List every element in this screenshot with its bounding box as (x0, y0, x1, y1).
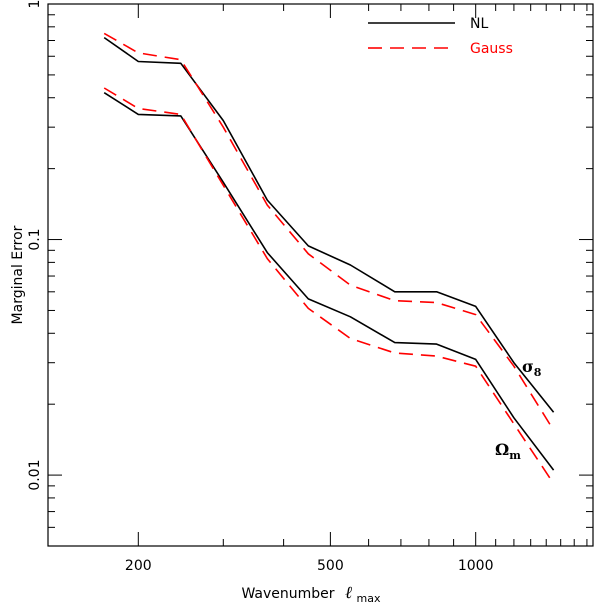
x-tick-label: 500 (317, 558, 344, 574)
x-axis-title-text: Wavenumber (241, 586, 334, 602)
series-line-gauss-1 (103, 32, 555, 431)
y-axis-title: Marginal Error (10, 225, 26, 324)
annotation-omega-m: Ωm (495, 440, 521, 462)
ticks (48, 3, 593, 547)
x-axis-title: Wavenumber ℓ max (241, 583, 381, 605)
x-tick-label: 200 (125, 558, 152, 574)
legend: NL Gauss (368, 16, 513, 57)
annotation-sigma8-sub: 8 (534, 366, 542, 379)
series-line-nl-2 (103, 92, 555, 471)
x-axis-title-subscript: max (357, 592, 381, 605)
y-tick-label: 0.1 (27, 228, 43, 250)
series-line-nl-0 (103, 36, 555, 413)
annotation-omega-m-symbol: Ω (495, 440, 509, 459)
series-layer (103, 32, 555, 485)
annotation-sigma8-symbol: σ (522, 357, 534, 376)
tick-labels: 200 500 1000 1 0.1 0.01 (27, 0, 494, 574)
y-tick-label: 1 (27, 0, 43, 8)
annotation-sigma8: σ8 (522, 357, 542, 379)
x-tick-label: 1000 (458, 558, 494, 574)
y-tick-label: 0.01 (27, 460, 43, 491)
legend-label-gauss: Gauss (470, 41, 513, 57)
series-line-gauss-3 (103, 87, 555, 485)
annotation-omega-m-sub: m (509, 449, 521, 462)
plot-frame (47, 3, 594, 547)
x-axis-title-symbol: ℓ (345, 583, 352, 603)
legend-label-nl: NL (470, 16, 488, 32)
